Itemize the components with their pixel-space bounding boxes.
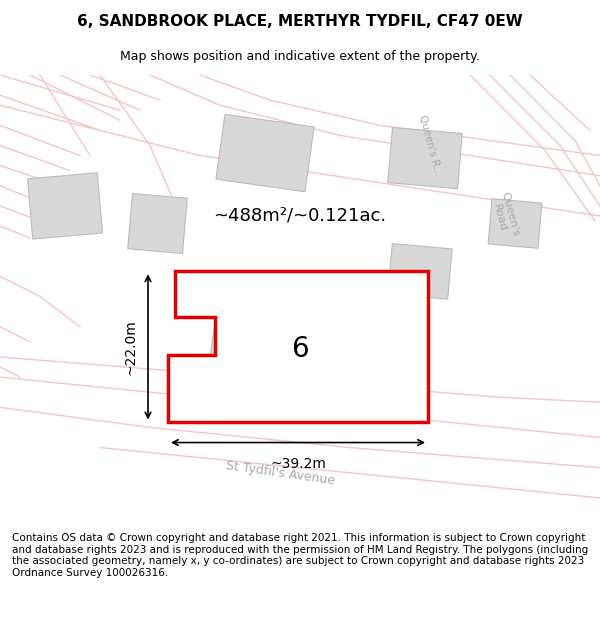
Polygon shape [168, 271, 428, 422]
Text: ~488m²/~0.121ac.: ~488m²/~0.121ac. [214, 207, 386, 225]
Text: 6, SANDBROOK PLACE, MERTHYR TYDFIL, CF47 0EW: 6, SANDBROOK PLACE, MERTHYR TYDFIL, CF47… [77, 14, 523, 29]
Text: Contains OS data © Crown copyright and database right 2021. This information is : Contains OS data © Crown copyright and d… [12, 533, 588, 578]
Polygon shape [216, 114, 314, 192]
Polygon shape [128, 194, 187, 254]
Text: ~22.0m: ~22.0m [124, 319, 138, 375]
Text: Queen's
Road: Queen's Road [488, 191, 521, 241]
Text: Queen's R...: Queen's R... [417, 114, 443, 177]
Text: ~39.2m: ~39.2m [270, 457, 326, 471]
Polygon shape [388, 127, 462, 189]
Polygon shape [488, 199, 542, 248]
Text: 6: 6 [291, 335, 309, 363]
Polygon shape [206, 318, 344, 406]
Text: Map shows position and indicative extent of the property.: Map shows position and indicative extent… [120, 50, 480, 62]
Polygon shape [388, 244, 452, 299]
Polygon shape [28, 173, 103, 239]
Text: St Tydfil's Avenue: St Tydfil's Avenue [224, 459, 335, 487]
